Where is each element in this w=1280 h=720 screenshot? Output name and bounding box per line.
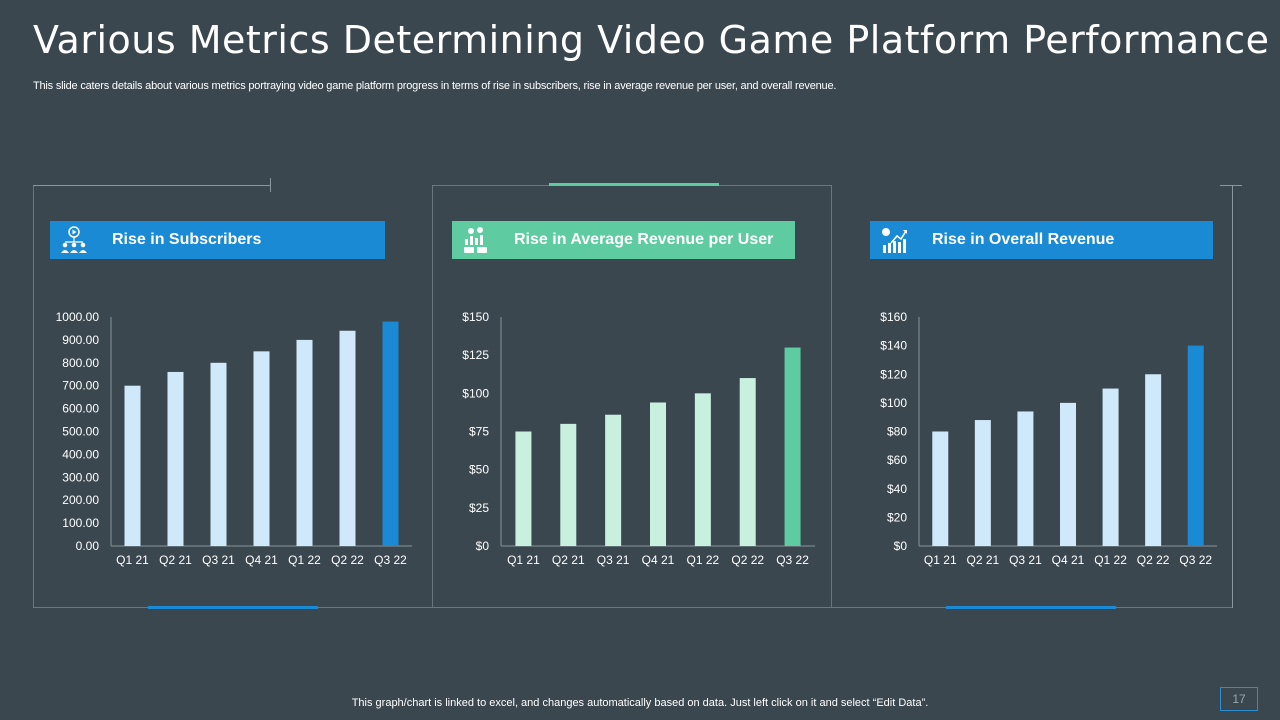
bar <box>784 347 801 546</box>
y-tick-label: $50 <box>469 463 489 477</box>
bar <box>560 423 577 546</box>
y-tick-label: 200.00 <box>62 493 99 507</box>
x-tick-label: Q4 21 <box>642 553 675 567</box>
y-tick-label: $150 <box>462 310 489 324</box>
bar <box>1187 345 1204 546</box>
panel-frame-topline <box>33 185 271 186</box>
x-tick-label: Q3 22 <box>374 553 407 567</box>
x-tick-label: Q2 22 <box>1137 553 1170 567</box>
x-tick-label: Q2 22 <box>731 553 764 567</box>
bar <box>296 339 313 546</box>
header-subscribers: Rise in Subscribers <box>50 221 385 259</box>
header-subscribers-label: Rise in Subscribers <box>112 231 262 248</box>
y-tick-label: $100 <box>462 386 489 400</box>
y-tick-label: $40 <box>887 482 907 496</box>
bar <box>650 402 666 546</box>
x-tick-label: Q2 21 <box>552 553 585 567</box>
y-tick-label: 500.00 <box>62 425 99 439</box>
bar <box>1102 388 1119 546</box>
x-tick-label: Q3 21 <box>597 553 630 567</box>
x-tick-label: Q1 22 <box>288 553 321 567</box>
x-tick-label: Q1 22 <box>1094 553 1127 567</box>
y-tick-label: $20 <box>887 510 907 524</box>
y-tick-label: $60 <box>887 453 907 467</box>
bar <box>210 362 227 546</box>
y-tick-label: 900.00 <box>62 333 99 347</box>
bar <box>339 330 356 546</box>
y-tick-label: $80 <box>887 425 907 439</box>
y-tick-label: $25 <box>469 501 489 515</box>
y-tick-label: 0.00 <box>76 539 100 553</box>
y-tick-label: $0 <box>476 539 490 553</box>
slide-subtitle: This slide caters details about various … <box>33 80 837 92</box>
y-tick-label: 1000.00 <box>56 310 100 324</box>
y-tick-label: 100.00 <box>62 516 99 530</box>
x-tick-label: Q4 21 <box>245 553 278 567</box>
bar <box>253 351 270 546</box>
x-tick-label: Q3 22 <box>1179 553 1212 567</box>
bar <box>739 378 756 546</box>
bar <box>974 420 991 546</box>
x-tick-label: Q4 21 <box>1052 553 1085 567</box>
x-tick-label: Q1 22 <box>687 553 720 567</box>
bar <box>605 414 622 546</box>
bar <box>1060 402 1076 546</box>
y-tick-label: 700.00 <box>62 379 99 393</box>
y-tick-label: $0 <box>894 539 908 553</box>
slide-title: Various Metrics Determining Video Game P… <box>33 18 1270 62</box>
y-tick-label: $120 <box>880 367 907 381</box>
x-tick-label: Q3 22 <box>776 553 809 567</box>
bar <box>694 393 711 546</box>
panel-accent-bottom <box>148 606 318 609</box>
x-tick-label: Q2 21 <box>967 553 1000 567</box>
panel-accent-top <box>549 183 719 186</box>
panel-frame-right-edge <box>1232 185 1233 608</box>
y-tick-label: 400.00 <box>62 447 99 461</box>
y-tick-label: $125 <box>462 348 489 362</box>
y-tick-label: $100 <box>880 396 907 410</box>
overall-revenue-icon <box>878 224 910 256</box>
x-tick-label: Q2 22 <box>331 553 364 567</box>
bar <box>1145 374 1162 546</box>
bar <box>515 431 532 546</box>
header-arpu: Rise in Average Revenue per User <box>452 221 795 259</box>
x-tick-label: Q3 21 <box>1009 553 1042 567</box>
bar <box>932 431 949 546</box>
header-revenue: Rise in Overall Revenue <box>870 221 1213 259</box>
y-tick-label: $160 <box>880 310 907 324</box>
x-tick-label: Q2 21 <box>159 553 192 567</box>
bar <box>382 321 399 546</box>
bar <box>1017 411 1034 546</box>
panel-frame-tick <box>270 178 271 192</box>
y-tick-label: 600.00 <box>62 402 99 416</box>
x-tick-label: Q1 21 <box>507 553 540 567</box>
x-tick-label: Q1 21 <box>116 553 149 567</box>
bar <box>124 385 141 546</box>
revenue-per-user-icon <box>460 224 492 256</box>
footer-note: This graph/chart is linked to excel, and… <box>351 697 929 709</box>
y-tick-label: $75 <box>469 425 489 439</box>
header-revenue-label: Rise in Overall Revenue <box>932 231 1115 248</box>
bar <box>167 371 184 546</box>
x-tick-label: Q3 21 <box>202 553 235 567</box>
y-tick-label: $140 <box>880 339 907 353</box>
y-tick-label: 800.00 <box>62 356 99 370</box>
page-number: 17 <box>1220 687 1258 711</box>
panel-accent-bottom-right <box>946 606 1116 609</box>
x-tick-label: Q1 21 <box>924 553 957 567</box>
panel-frame-topline-right <box>1220 185 1242 186</box>
y-tick-label: 300.00 <box>62 470 99 484</box>
header-arpu-label: Rise in Average Revenue per User <box>514 231 774 248</box>
subscribers-icon <box>58 224 90 256</box>
